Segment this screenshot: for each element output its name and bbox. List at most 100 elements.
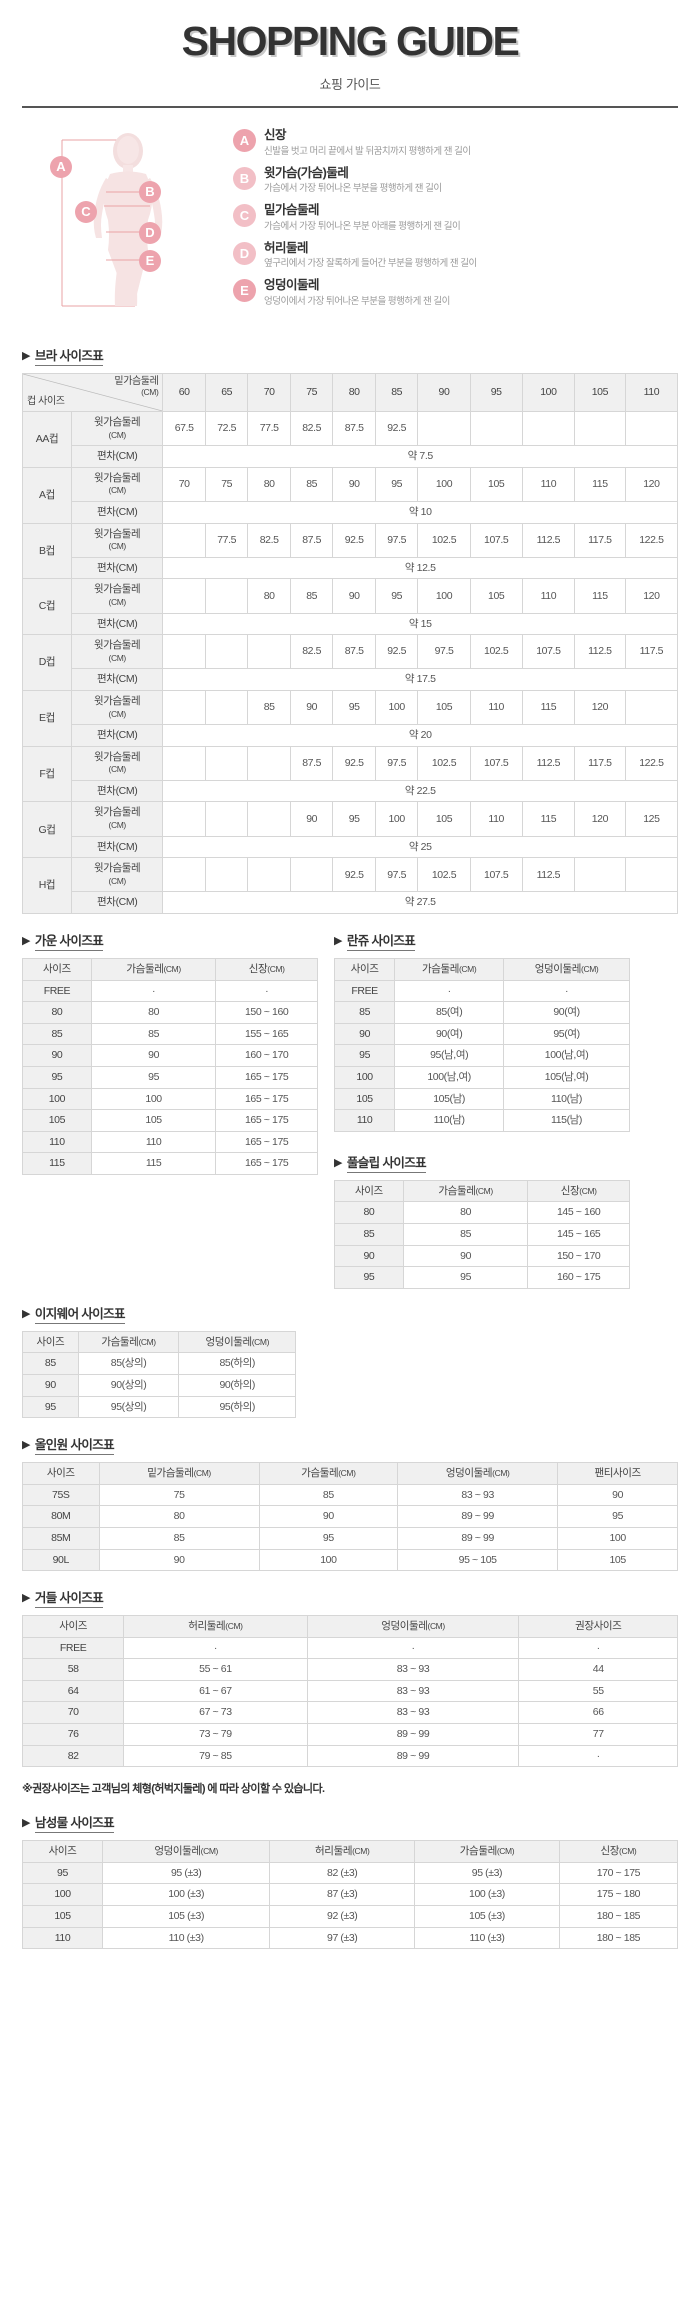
- table-cell: 105: [469, 578, 523, 614]
- bottom-spacer: [0, 1949, 700, 1975]
- table-cell: 95: [332, 689, 376, 726]
- bra-row-label-top: 윗가슴둘레 (CM): [70, 410, 164, 447]
- table-row: 110 110 (±3) 97 (±3) 110 (±3) 180 ~ 185: [22, 1926, 679, 1950]
- table-cell: 105: [417, 689, 471, 726]
- bra-col-header: 100: [521, 373, 575, 412]
- table-cell: 90: [289, 801, 334, 837]
- table-cell: 155 ~ 165: [215, 1022, 318, 1046]
- bra-col-header: 105: [573, 373, 626, 412]
- table-cell: 87 (±3): [269, 1883, 416, 1907]
- bra-col-header: 70: [247, 373, 291, 412]
- table-cell: 90(하의): [178, 1373, 296, 1397]
- table-row: A컵 윗가슴둘레 (CM) 70 75 80 85 90 95 100 105 110 115 120: [22, 466, 679, 524]
- lingerie-table-body: FREE · · 85 85(여) 90(여) 90 90(여) 95(여) 95 95(남,여) 1…: [333, 979, 630, 1132]
- table-cell: 95: [90, 1066, 217, 1089]
- bra-row-label-deviation: 편차(CM): [70, 500, 164, 524]
- table-row: 90 90(상의) 90(하의): [22, 1373, 296, 1397]
- table-cell: [204, 745, 249, 781]
- bra-deviation-value: 약 10: [162, 500, 678, 524]
- diagonal-line-icon: [23, 374, 163, 411]
- table-row: F컵 윗가슴둘레 (CM) 87.5 92.5 97.5 102.5 107.5 112.5 11…: [22, 745, 679, 803]
- bra-cup-label: H컵: [22, 857, 72, 915]
- bra-col-header: 95: [469, 373, 523, 412]
- table-row: 100 100 165 ~ 175: [22, 1087, 318, 1111]
- table-cell: 105 (±3): [414, 1905, 560, 1928]
- row-label-cell: FREE: [21, 1636, 125, 1660]
- table-cell: 100 (±3): [414, 1883, 560, 1907]
- table-row: 95 95 160 ~ 175: [334, 1266, 630, 1289]
- column-header: 가슴둘레(CM): [414, 1840, 560, 1863]
- table-row: 100 100 (±3) 87 (±3) 100 (±3) 175 ~ 180: [22, 1883, 679, 1907]
- column-header: 엉덩이둘레(CM): [503, 958, 630, 981]
- table-cell: 95 (±3): [414, 1861, 560, 1885]
- body-figure: A B C D E: [22, 124, 227, 319]
- bra-size-heading: ▶ 브라 사이즈표: [22, 345, 678, 366]
- row-label-cell: 85: [22, 1022, 92, 1046]
- triangle-icon: ▶: [22, 1307, 30, 1320]
- row-label-cell: 105: [22, 1905, 103, 1928]
- table-cell: 105: [469, 466, 523, 502]
- table-cell: 110(남): [503, 1087, 630, 1111]
- table-cell: 175 ~ 180: [558, 1883, 679, 1907]
- table-cell: 110 (±3): [414, 1926, 560, 1950]
- table-cell: 92.5: [332, 857, 376, 893]
- table-cell: 117.5: [573, 745, 626, 781]
- table-cell: ·: [518, 1744, 678, 1768]
- row-label-cell: 80M: [22, 1505, 100, 1528]
- table-cell: 165 ~ 175: [215, 1152, 318, 1175]
- legend-desc-b: 가슴에서 가장 튀어나온 부분을 평행하게 잰 길이: [264, 183, 442, 195]
- triangle-icon: ▶: [334, 935, 342, 948]
- table-cell: 80: [90, 1001, 217, 1024]
- table-cell: 85: [98, 1526, 260, 1550]
- table-cell: 112.5: [573, 634, 626, 670]
- table-row: 85 85(여) 90(여): [333, 1001, 630, 1024]
- table-row: 90L 90 100 95 ~ 105 105: [22, 1548, 678, 1572]
- table-row: 115 115 165 ~ 175: [22, 1152, 318, 1175]
- table-cell: 85: [289, 466, 334, 502]
- column-header: 팬티사이즈: [557, 1462, 678, 1485]
- table-cell: 112.5: [521, 857, 575, 893]
- unit-label: (CM): [108, 764, 127, 775]
- table-cell: 102.5: [417, 745, 471, 781]
- table-cell: 122.5: [624, 522, 679, 558]
- female-silhouette-icon: [61, 133, 163, 307]
- table-cell: 90: [289, 689, 334, 726]
- unit-label: (CM): [496, 1846, 515, 1857]
- legend-item-b: B 윗가슴(가슴)둘레 가슴에서 가장 튀어나온 부분을 평행하게 잰 길이: [233, 166, 678, 196]
- triangle-icon: ▶: [22, 1592, 30, 1605]
- unit-label: (CM): [108, 875, 127, 886]
- table-cell: [162, 634, 206, 670]
- table-cell: [624, 857, 679, 893]
- table-cell: 90: [98, 1548, 260, 1572]
- bra-col-header: 90: [417, 373, 471, 412]
- legend-desc-e: 엉덩이에서 가장 튀어나온 부분을 평행하게 잰 길이: [264, 295, 450, 307]
- table-cell: 102.5: [469, 634, 523, 670]
- table-cell: [573, 857, 626, 893]
- table-cell: 89 ~ 99: [306, 1744, 520, 1768]
- bra-cup-label: B컵: [22, 522, 72, 580]
- table-cell: 105 (±3): [101, 1905, 271, 1928]
- table-row: 95 95 165 ~ 175: [22, 1066, 318, 1089]
- mens-size-table: 사이즈 엉덩이둘레(CM) 허리둘레(CM) 가슴둘레(CM) 신장(CM) 95 95 …: [22, 1840, 679, 1950]
- table-cell: 87.5: [332, 410, 376, 447]
- bra-cup-label: D컵: [22, 634, 72, 691]
- lingerie-column: ▶ 란쥬 사이즈표 사이즈 가슴둘레(CM) 엉덩이둘레(CM) FREE · · 85 8…: [333, 930, 630, 1289]
- pullslip-size-section: ▶ 풀슬립 사이즈표 사이즈 가슴둘레(CM) 신장(CM) 80 80 145 ~ 1…: [334, 1152, 630, 1289]
- table-cell: [204, 578, 249, 614]
- table-cell: 125: [624, 801, 679, 837]
- easywear-size-table: 사이즈 가슴둘레(CM) 엉덩이둘레(CM) 85 85(상의) 85(하의) 90 90(…: [22, 1330, 296, 1419]
- page-title: SHOPPING GUIDE: [181, 18, 520, 64]
- table-row: 100 100(남,여) 105(남,여): [333, 1066, 630, 1089]
- bra-deviation-value: 약 20: [162, 724, 678, 747]
- table-cell: 100: [417, 466, 471, 502]
- bra-deviation-value: 약 27.5: [162, 891, 678, 915]
- table-cell: 105: [557, 1548, 678, 1572]
- table-row: 95 95(상의) 95(하의): [22, 1395, 296, 1419]
- easywear-table-body: 85 85(상의) 85(하의) 90 90(상의) 90(하의) 95 95(상의) 95(하…: [22, 1352, 296, 1419]
- table-cell: 80: [247, 578, 291, 614]
- table-cell: 115: [573, 466, 626, 502]
- table-cell: 89 ~ 99: [397, 1526, 559, 1550]
- table-cell: 72.5: [204, 410, 249, 447]
- table-cell: [162, 522, 206, 558]
- table-row: 사이즈 가슴둘레(CM) 엉덩이둘레(CM): [22, 1330, 296, 1354]
